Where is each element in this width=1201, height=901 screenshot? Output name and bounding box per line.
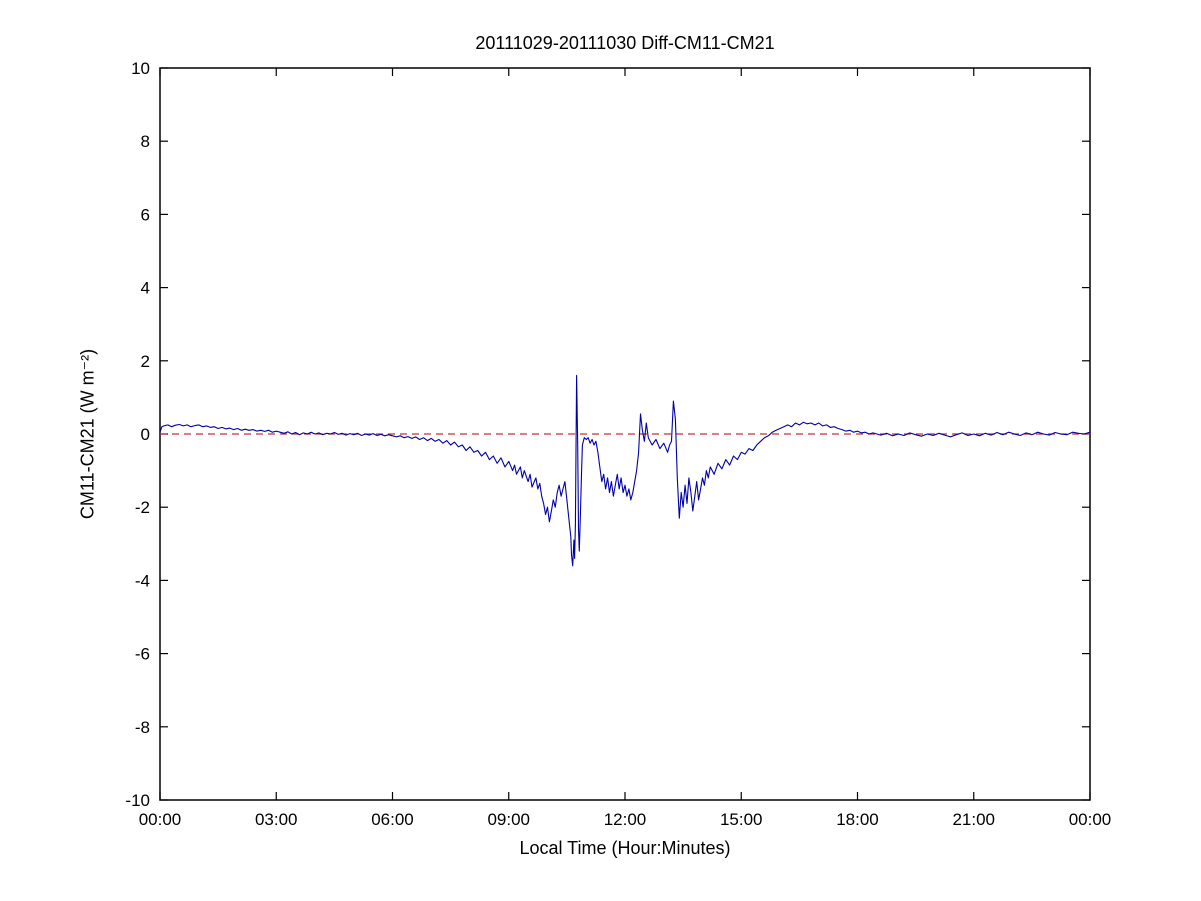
y-tick-label: 6 (141, 205, 150, 224)
x-tick-label: 09:00 (487, 810, 530, 829)
axes-box (159, 67, 1091, 801)
x-tick-label: 00:00 (139, 810, 182, 829)
y-tick-label: 4 (141, 279, 150, 298)
y-tick-label: -2 (135, 498, 150, 517)
y-tick-label: -8 (135, 718, 150, 737)
y-tick-label: 10 (131, 59, 150, 78)
x-tick-label: 12:00 (604, 810, 647, 829)
x-tick-label: 03:00 (255, 810, 298, 829)
x-tick-label: 06:00 (371, 810, 414, 829)
y-tick-label: -6 (135, 645, 150, 664)
data-line (159, 374, 1091, 567)
y-tick-label: 2 (141, 352, 150, 371)
y-tick-label: -4 (135, 571, 150, 590)
x-tick-label: 15:00 (720, 810, 763, 829)
x-tick-label: 21:00 (952, 810, 995, 829)
y-tick-label: -10 (125, 791, 150, 810)
y-tick-label: 0 (141, 425, 150, 444)
y-tick-label: 8 (141, 132, 150, 151)
x-axis-label: Local Time (Hour:Minutes) (519, 838, 731, 858)
x-tick-label: 18:00 (836, 810, 879, 829)
x-tick-label: 00:00 (1069, 810, 1112, 829)
chart-title: 20111029-20111030 Diff-CM11-CM21 (475, 33, 775, 53)
